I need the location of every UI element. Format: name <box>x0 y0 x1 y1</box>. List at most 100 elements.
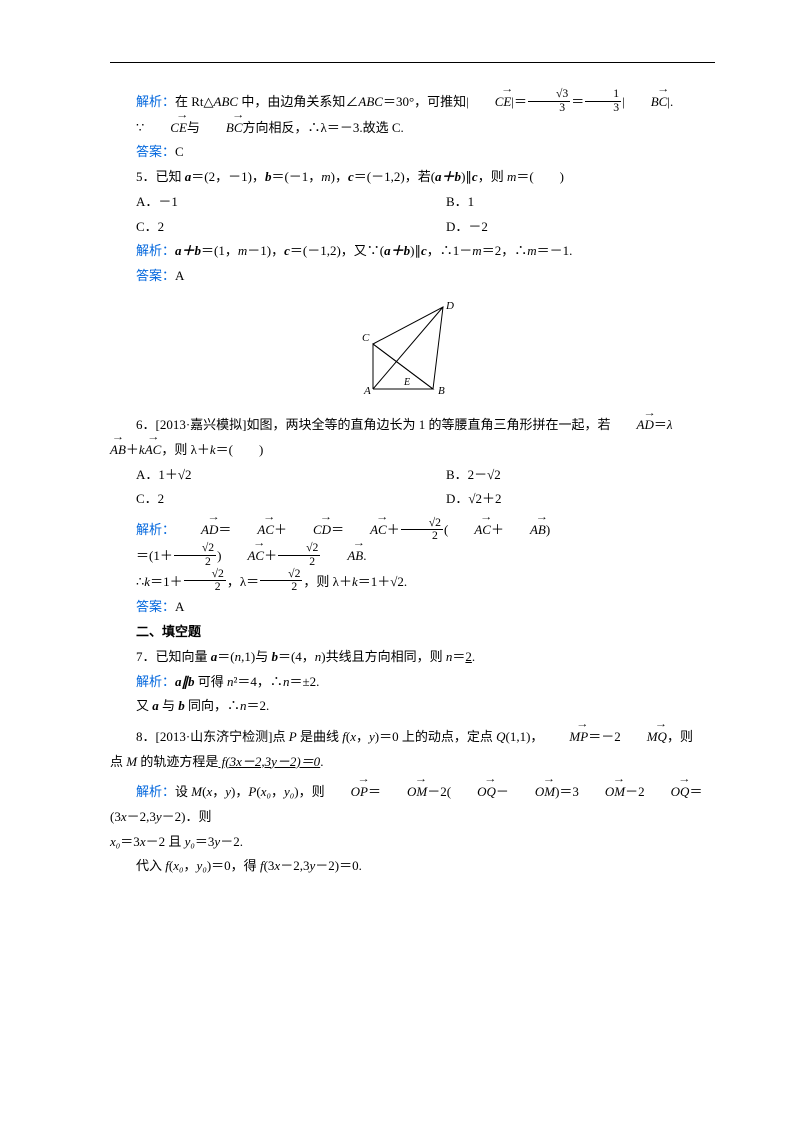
t: －2,3 <box>127 809 156 824</box>
t: ＝3 <box>195 834 215 849</box>
t: 中，由边角关系知∠ <box>238 94 358 109</box>
frac: √22 <box>184 568 226 594</box>
t: ， <box>184 858 197 873</box>
t: ＝ <box>571 94 584 109</box>
t: (3 <box>264 858 275 873</box>
lbl-d: D <box>445 300 454 312</box>
v: OQ <box>645 780 690 805</box>
triangle-figure: A B C D E <box>358 299 468 399</box>
t: ， <box>271 784 284 799</box>
options-6-row1: A．1＋√2B．2－√2 <box>136 463 715 488</box>
t: )∥ <box>410 243 421 258</box>
t: )＝0 上的动点，定点 <box>375 729 496 744</box>
opt-d: D．－2 <box>446 215 488 240</box>
t: 8．[2013·山东济宁检测]点 <box>136 729 289 744</box>
solution-7: 解析：a∥b 可得 n²＝4，∴n＝±2. <box>110 670 715 695</box>
t: ²＝4，∴ <box>234 674 283 689</box>
t: 6．[2013·嘉兴模拟]如图，两块全等的直角边长为 1 的等腰直角三角形拼在一… <box>136 417 611 432</box>
t: . <box>472 649 475 664</box>
vec-ab: AB <box>110 438 126 463</box>
ans-label: 答案： <box>136 268 175 283</box>
v: OM <box>381 780 427 805</box>
t: . <box>320 754 323 769</box>
question-6: 6．[2013·嘉兴模拟]如图，两块全等的直角边长为 1 的等腰直角三角形拼在一… <box>110 413 715 438</box>
v: AC <box>221 544 264 569</box>
t: 代入 <box>136 858 165 873</box>
vec-ce: CE <box>144 116 187 141</box>
t: x₀ <box>110 834 120 849</box>
t: 又 <box>136 698 152 713</box>
solution-8b: x₀＝3x－2 且 y₀＝3y－2. <box>110 830 715 855</box>
options-5-row1: A．－1B．1 <box>136 190 715 215</box>
t: a＋b <box>435 169 461 184</box>
ans-value: C <box>175 144 184 159</box>
t: －2)．则 <box>162 809 212 824</box>
t: a∥b <box>175 674 195 689</box>
v: OM <box>509 780 555 805</box>
answer-4: 答案：C <box>110 140 715 165</box>
d: 2 <box>184 581 226 593</box>
question-8: 8．[2013·山东济宁检测]点 P 是曲线 f(x，y)＝0 上的动点，定点 … <box>110 725 715 750</box>
v: OM <box>579 780 625 805</box>
t: ＝－1. <box>537 243 573 258</box>
t: )∥ <box>461 169 472 184</box>
lbl-b: B <box>438 385 445 397</box>
opt-a: A．1＋√2 <box>136 463 446 488</box>
t: x₀ <box>261 784 271 799</box>
question-7: 7．已知向量 a＝(n,1)与 b＝(4，n)共线且方向相同，则 n＝2. <box>110 645 715 670</box>
sol-label: 解析： <box>136 784 175 799</box>
vec-ce: CE <box>469 90 512 115</box>
t: )， <box>331 169 348 184</box>
v: OP <box>325 780 368 805</box>
options-5-row2: C．2D．－2 <box>136 215 715 240</box>
n: √2 <box>401 517 443 530</box>
t: －2. <box>220 834 243 849</box>
t: ＝(2，－1)， <box>191 169 265 184</box>
lbl-c: C <box>362 332 370 344</box>
t: 的轨迹方程是 <box>137 754 218 769</box>
t: ,1)与 <box>241 649 271 664</box>
sol-label: 解析： <box>136 674 175 689</box>
t: 5．已知 <box>136 169 185 184</box>
t: m <box>527 243 536 258</box>
answer-6: 答案：A <box>110 595 715 620</box>
t: 同向，∴ <box>185 698 240 713</box>
blank-answer: f(3x－2,3y－2)＝0 <box>218 754 320 769</box>
d: 2 <box>278 556 320 568</box>
t: y₀ <box>197 858 207 873</box>
solution-8: 解析：设 M(x，y)，P(x₀，y₀)，则OP＝OM－2(OQ－OM)＝3OM… <box>110 780 715 829</box>
t: ，则 <box>478 169 507 184</box>
t: ＝30°，可推知| <box>383 94 469 109</box>
t: x₀ <box>173 858 183 873</box>
n: 1 <box>585 88 621 101</box>
solution-6b: ＝(1＋√22)AC＋√22AB. <box>110 544 715 570</box>
opt-a: A．－1 <box>136 190 446 215</box>
t: ＝( <box>217 649 234 664</box>
t: ＝ <box>452 649 465 664</box>
section-2: 二、填空题 <box>110 620 715 645</box>
t: a＋b <box>384 243 410 258</box>
t: 是曲线 <box>297 729 343 744</box>
answer-5: 答案：A <box>110 264 715 289</box>
t: y₀ <box>284 784 294 799</box>
solution-4b: ∵CE与BC方向相反，∴λ＝－3.故选 C. <box>110 116 715 141</box>
n: √3 <box>528 88 570 101</box>
t: ＝±2. <box>289 674 319 689</box>
t: )共线且方向相同，则 <box>321 649 446 664</box>
t: ＝( ) <box>216 442 264 457</box>
t: ，∴1－ <box>427 243 473 258</box>
t: m <box>321 169 330 184</box>
d: 3 <box>585 102 621 114</box>
t: λ <box>667 417 673 432</box>
d: 2 <box>260 581 302 593</box>
t: －2,3 <box>280 858 309 873</box>
vec-ac: AC <box>145 438 162 463</box>
v: AC <box>448 518 491 543</box>
t: a＋b <box>175 243 201 258</box>
opt-b: B．1 <box>446 190 474 215</box>
vec-ad: AD <box>611 413 654 438</box>
figure-6: A B C D E <box>110 299 715 408</box>
frac: √33 <box>528 88 570 114</box>
t: m <box>472 243 481 258</box>
t: ＝(－1,2)，若( <box>354 169 435 184</box>
